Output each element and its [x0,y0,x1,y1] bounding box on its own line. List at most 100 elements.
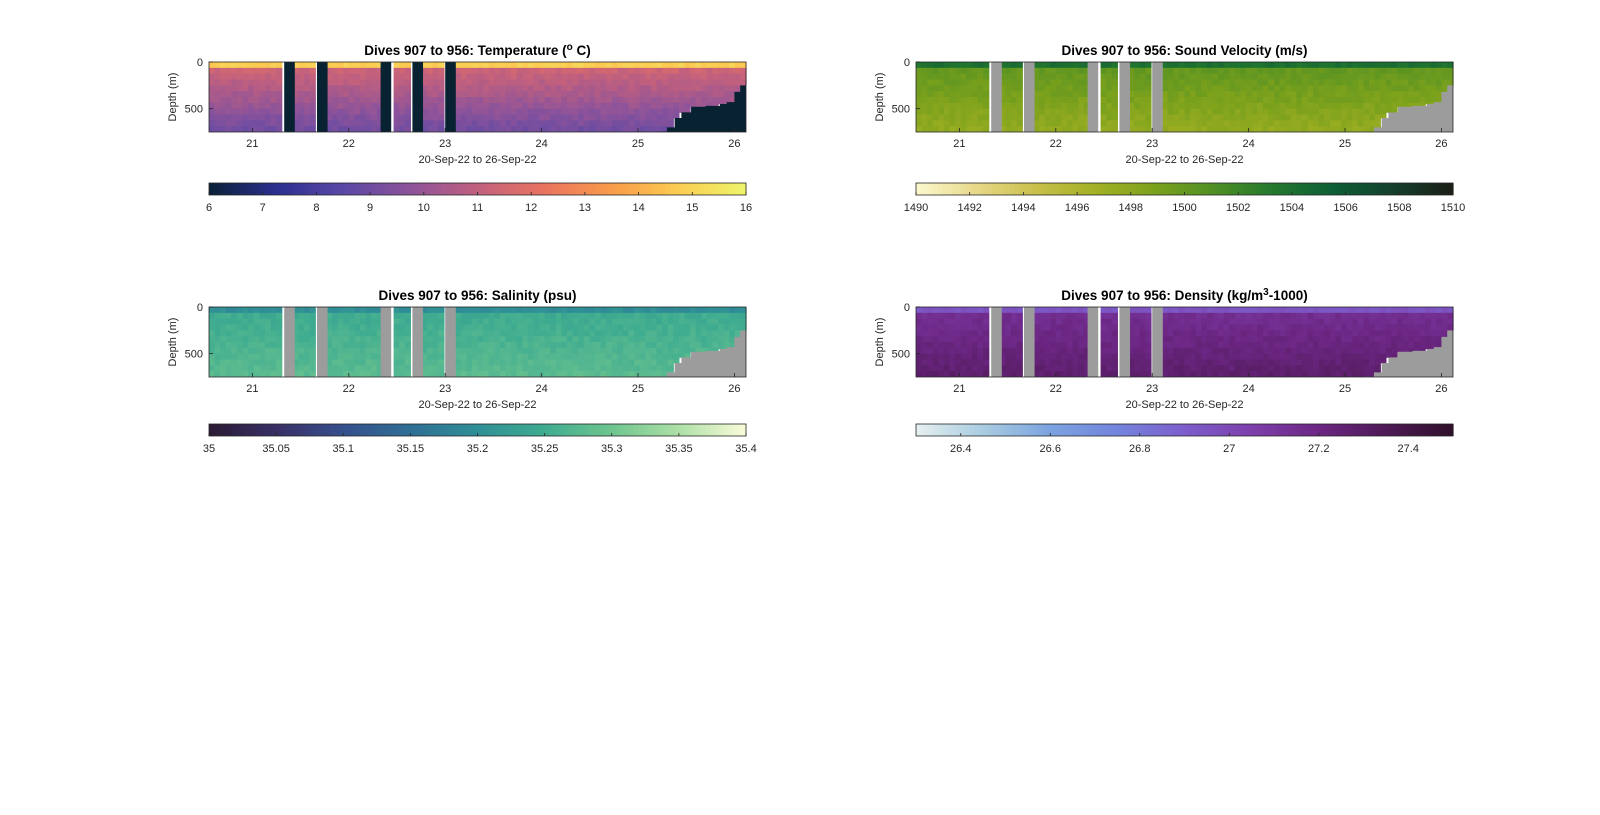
heatmap-cell [1274,120,1281,127]
heatmap-cell [634,371,641,377]
heatmap-cell [1413,330,1421,337]
heatmap-cell [1363,353,1370,360]
heatmap-cell [1212,312,1219,320]
heatmap-cell [1346,353,1353,360]
heatmap-cell [432,353,439,360]
heatmap-cell [1274,67,1281,75]
heatmap-cell [1223,114,1230,121]
heatmap-cell [466,312,473,320]
heatmap-cell [231,359,238,366]
heatmap-cell [567,73,574,80]
heatmap-cell [971,62,979,69]
heatmap-cell [292,62,300,69]
heatmap-cell [460,126,467,132]
heatmap-cell [371,114,378,121]
heatmap-cell [1363,79,1370,86]
heatmap-cell [1274,342,1281,349]
heatmap-cell [594,97,602,104]
heatmap-cell [466,85,473,92]
heatmap-cell [938,120,945,127]
heatmap-cell [404,85,411,92]
heatmap-cell [667,114,674,121]
heatmap-cell [1212,371,1219,377]
heatmap-cell [348,353,356,360]
heatmap-cell [1285,359,1292,366]
heatmap-cell [1005,307,1012,314]
colorbar-segment [1363,183,1369,195]
heatmap-cell [477,359,484,366]
heatmap-cell [1279,73,1286,80]
heatmap-cell [578,365,585,372]
colorbar-segment [513,424,519,436]
heatmap-cell [1201,342,1208,349]
heatmap-cell [1134,79,1141,86]
heatmap-cell [932,365,939,372]
heatmap-cell [932,120,939,127]
heatmap-cell [1223,102,1230,110]
heatmap-cell [494,102,501,110]
colorbar-segment [1121,424,1127,436]
heatmap-cell [701,336,708,343]
heatmap-cell [499,365,507,372]
heatmap-cell [248,371,255,377]
colorbar-segment [1229,424,1235,436]
heatmap-cell [264,318,272,325]
heatmap-cell [1190,67,1197,75]
heatmap-cell [949,307,956,314]
colorbar-segment [732,424,738,436]
heatmap-cell [259,318,266,325]
heatmap-cell [376,79,384,86]
heatmap-cell [516,67,523,75]
heatmap-cell [1145,330,1152,337]
heatmap-cell [1111,126,1118,132]
heatmap-cell [617,67,624,75]
heatmap-cell [1313,365,1320,372]
heatmap-cell [1111,324,1118,331]
heatmap-cell [1447,62,1454,69]
colorbar-frame [915,423,1454,437]
heatmap-cell [393,97,400,104]
heatmap-cell [572,371,579,377]
heatmap-cell [488,85,495,92]
heatmap-cell [589,97,596,104]
heatmap-cell [734,85,742,92]
heatmap-cell [690,318,697,325]
heatmap-cell [365,79,372,86]
heatmap-cell [1290,353,1297,360]
heatmap-cell [438,371,445,377]
colorbar-segment [678,424,684,436]
heatmap-cell [421,91,428,98]
heatmap-cell [421,85,428,92]
heatmap-cell [326,318,333,325]
heatmap-cell [1128,365,1135,372]
heatmap-cell [499,73,507,80]
heatmap-cell [1324,62,1331,69]
heatmap-cell [622,330,630,337]
heatmap-cell [1341,365,1348,372]
heatmap-cell [499,307,507,314]
heatmap-cell [550,108,557,115]
heatmap-cell [1195,347,1202,355]
heatmap-cell [650,108,658,115]
heatmap-cell [343,67,350,75]
heatmap-cell [292,85,300,92]
heatmap-cell [511,347,518,355]
heatmap-cell [1301,371,1309,377]
heatmap-cell [1190,62,1197,69]
heatmap-cell [1363,102,1370,110]
heatmap-cell [1055,365,1063,372]
heatmap-cell [706,312,714,320]
heatmap-cell [1134,359,1141,366]
heatmap-cell [276,365,283,372]
heatmap-cell [611,347,618,355]
heatmap-cell [1039,102,1046,110]
heatmap-cell [1100,312,1107,320]
heatmap-cell [966,359,973,366]
heatmap-cell [667,365,674,372]
heatmap-cell [332,359,339,366]
heatmap-cell [1296,67,1303,75]
heatmap-cell [259,353,266,360]
x-tick-label: 25 [632,138,644,150]
heatmap-cell [499,79,507,86]
heatmap-cell [438,91,445,98]
